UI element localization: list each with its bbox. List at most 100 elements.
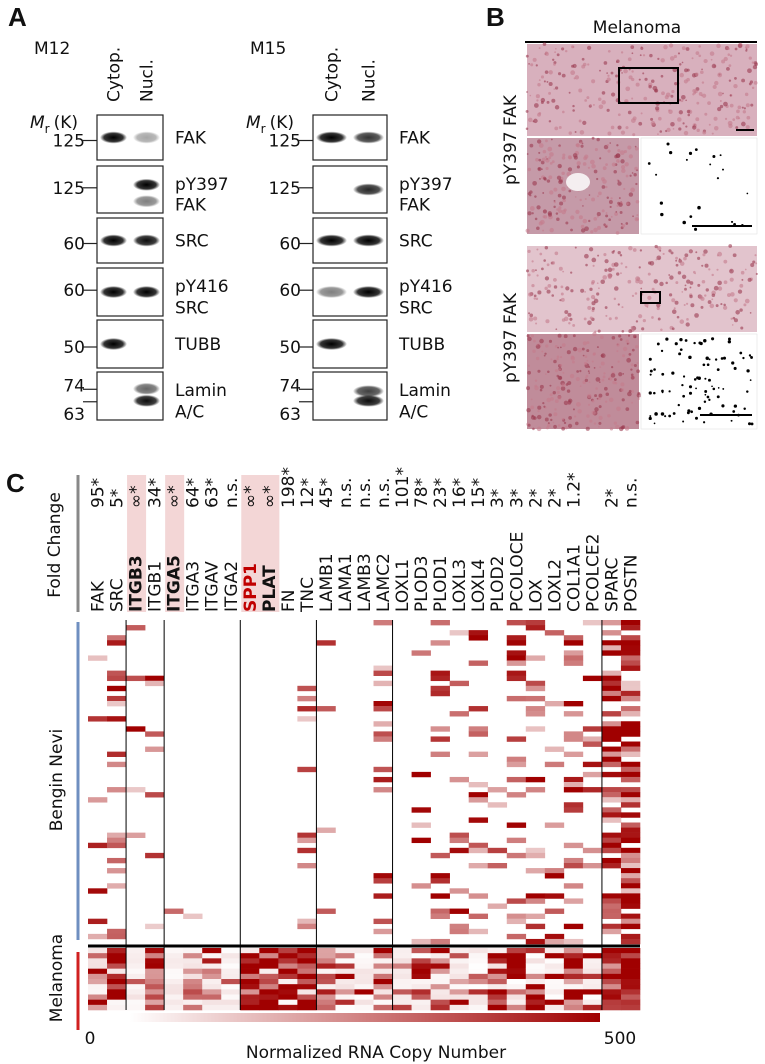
heatmap-cell xyxy=(544,989,565,995)
heatmap-cell xyxy=(411,994,431,1000)
histology-texture xyxy=(584,226,589,232)
histology-texture xyxy=(708,123,711,126)
histology-texture xyxy=(640,46,644,50)
histology-texture xyxy=(526,153,529,155)
heatmap-cell xyxy=(449,776,469,783)
heatmap-cell xyxy=(202,968,222,975)
histology-texture xyxy=(636,362,639,365)
mw-marker: 60 xyxy=(63,281,85,301)
histology-texture xyxy=(553,187,558,192)
heatmap-cell xyxy=(88,968,108,975)
histology-texture xyxy=(648,85,652,89)
histology-texture xyxy=(625,126,629,130)
histology-texture xyxy=(623,187,626,191)
lane-label: Cytop. xyxy=(323,47,343,102)
histology-texture xyxy=(540,97,546,103)
heatmap-cell xyxy=(563,807,584,813)
heatmap-cell xyxy=(240,979,260,985)
histology-texture xyxy=(620,272,622,275)
histology-texture xyxy=(572,346,578,352)
heatmap-cell xyxy=(563,701,584,707)
heatmap-cell xyxy=(240,994,260,1000)
heatmap-cell xyxy=(316,1004,336,1011)
heatmap-cell xyxy=(563,999,584,1006)
histology-texture xyxy=(755,272,758,276)
heatmap-cell xyxy=(278,953,298,959)
histology-texture xyxy=(556,217,560,221)
histology-texture xyxy=(620,159,625,164)
heatmap-cell xyxy=(202,958,222,964)
heatmap-cell xyxy=(240,948,260,954)
histology-texture xyxy=(608,376,613,381)
heatmap-cell xyxy=(430,690,450,697)
heatmap-cell xyxy=(373,979,393,985)
histology-texture xyxy=(682,122,685,125)
fold-change: n.s. xyxy=(374,478,394,508)
histology-texture xyxy=(701,81,705,84)
histology-texture xyxy=(679,63,682,66)
histology-texture xyxy=(668,249,672,253)
histology-texture xyxy=(633,364,637,368)
heatmap-cell xyxy=(373,984,393,990)
histology-texture xyxy=(628,192,634,197)
heatmap-cell xyxy=(411,968,431,975)
heatmap-cell xyxy=(601,787,622,793)
histology-texture xyxy=(606,144,610,147)
heatmap-cell xyxy=(620,761,641,768)
heatmap-cell xyxy=(601,847,622,854)
gene-label: ITGAV xyxy=(203,561,223,612)
heatmap-cell xyxy=(468,630,489,636)
heatmap-cell xyxy=(126,953,146,959)
heatmap-cell xyxy=(506,792,527,798)
fold-change: 15* xyxy=(469,478,489,508)
heatmap-cell xyxy=(468,994,489,1000)
histology-texture xyxy=(631,348,635,352)
histology-texture xyxy=(689,286,692,289)
histology-texture xyxy=(605,163,608,167)
heatmap-cell xyxy=(373,878,393,884)
heatmap-cell xyxy=(449,888,469,894)
heatmap-cell xyxy=(145,731,165,737)
histology-texture xyxy=(726,293,731,298)
histology-texture xyxy=(545,426,549,430)
histology-texture xyxy=(603,372,606,375)
histology-texture xyxy=(592,331,597,337)
histology-texture xyxy=(670,94,674,98)
heatmap-cell xyxy=(601,797,622,803)
histology-texture xyxy=(721,59,726,64)
heatmap-cell xyxy=(335,989,355,995)
heatmap-cell xyxy=(449,847,469,854)
histology-texture xyxy=(617,360,620,363)
gene-label: FN xyxy=(279,590,299,613)
heatmap-cell xyxy=(221,968,241,975)
heatmap-cell xyxy=(582,989,603,995)
heatmap-cell xyxy=(278,979,298,985)
heatmap-cell xyxy=(259,999,279,1006)
histology-texture xyxy=(561,209,566,215)
heatmap-cell xyxy=(468,635,489,641)
histology-texture xyxy=(570,215,575,220)
histology-texture xyxy=(546,100,550,104)
heatmap-cell xyxy=(525,695,546,702)
histology-texture xyxy=(635,279,640,284)
heatmap-cell xyxy=(126,787,146,793)
heatmap-cell xyxy=(582,963,603,969)
heatmap-cell xyxy=(468,958,489,964)
fold-change: 2* xyxy=(545,489,565,508)
heatmap-cell xyxy=(601,973,622,980)
heatmap-cell xyxy=(582,620,603,626)
histology-texture xyxy=(535,157,539,162)
histology-texture xyxy=(585,374,589,378)
histology-texture xyxy=(697,283,701,287)
protein-label: SRC xyxy=(175,232,209,252)
mask-dot xyxy=(702,421,706,424)
heatmap-cell xyxy=(620,797,641,803)
histology-texture xyxy=(553,412,558,417)
protein-label: SRC xyxy=(175,298,209,318)
histology-texture xyxy=(595,387,598,390)
heatmap-cell xyxy=(525,1004,546,1011)
heatmap-cell xyxy=(506,620,527,626)
histology-texture xyxy=(686,109,691,114)
heatmap-cell xyxy=(88,655,108,661)
